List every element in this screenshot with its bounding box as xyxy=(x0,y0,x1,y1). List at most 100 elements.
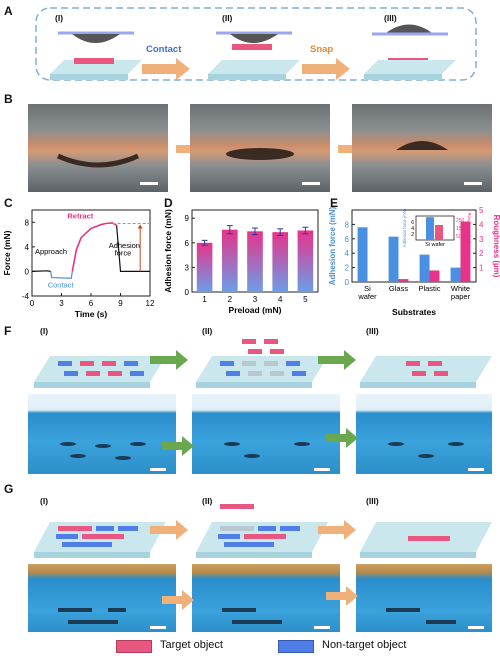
object-f-3-0-2 xyxy=(428,361,442,366)
step-label-g3: (III) xyxy=(366,496,379,506)
bar-d-1 xyxy=(196,242,213,292)
object-g-2-3 xyxy=(218,534,240,539)
y-tick-label-c-1: 0 xyxy=(25,267,30,276)
x-tick-label-c-2: 6 xyxy=(89,299,94,308)
inset-y-tick-right-1: 150 xyxy=(456,226,465,232)
y-tick-label-left-e-3: 6 xyxy=(345,235,350,244)
adhesion-arrow-head xyxy=(137,224,143,229)
inset-y-tick-right-2: 250 xyxy=(456,218,465,224)
y-axis-label-d: Adhesion force (mN) xyxy=(163,209,173,293)
y-tick-label-left-e-2: 4 xyxy=(345,249,350,258)
annotation-adhesion-2: force xyxy=(115,248,132,257)
substrate-plate-a1 xyxy=(50,60,142,74)
x-tick-label-e-3-1: paper xyxy=(451,292,471,301)
object-g-2-2 xyxy=(280,526,300,531)
step-label-f2: (II) xyxy=(202,326,213,336)
chart-d-adhesion-preload: 1 2 3 4 5 0 3 6 9 Preload (mN) Adhesion force (mN) xyxy=(163,209,319,315)
object-g-2-4 xyxy=(244,534,286,539)
x-axis-label-d: Preload (mN) xyxy=(229,305,282,315)
photo-g2 xyxy=(192,564,340,632)
object-g-1-4 xyxy=(82,534,124,539)
photo-g1 xyxy=(28,564,176,632)
contact-label: Contact xyxy=(146,44,182,55)
bar-d-5 xyxy=(297,230,314,292)
object-f-2-0-1 xyxy=(242,339,256,344)
bar-e-roughness-2 xyxy=(429,270,440,282)
x-tick-label-c-1: 3 xyxy=(59,299,64,308)
panel-label-e: E xyxy=(330,196,339,210)
bar-e-adhesion-1 xyxy=(388,236,399,282)
object-g-2-1 xyxy=(258,526,276,531)
bar-e-adhesion-0 xyxy=(357,227,368,282)
legend-target-label: Target object xyxy=(160,639,223,651)
photo-b3 xyxy=(352,104,492,192)
shadow-f-1-1-2 xyxy=(270,371,284,376)
panel-label-d: D xyxy=(164,196,173,210)
inset-y-tick-left-2: 6 xyxy=(411,220,414,226)
object-f-2-0-3 xyxy=(286,361,300,366)
object-f-2-1-1 xyxy=(248,349,262,354)
plate-f-3-side xyxy=(360,382,476,388)
object-f-2-1-2 xyxy=(270,349,284,354)
object-g-3-4 xyxy=(408,536,450,541)
x-tick-label-c-4: 12 xyxy=(146,299,155,308)
plate-g-1-side xyxy=(34,552,150,558)
x-tick-label-e-3-0: White xyxy=(451,284,470,293)
object-g-1-0 xyxy=(58,526,92,531)
y-tick-label-d-2: 6 xyxy=(185,239,190,248)
object-f-1-0-1 xyxy=(80,361,94,366)
object-f-1-1-0 xyxy=(64,371,78,376)
annotation-adhesion: Adhesion xyxy=(109,241,140,250)
step-label-a3: (III) xyxy=(384,13,397,23)
legend-target-swatch xyxy=(116,640,152,653)
y-tick-label-c-3: 8 xyxy=(25,218,30,227)
shadow-f-1-0-1 xyxy=(242,361,256,366)
panel-f-schematic xyxy=(34,339,492,388)
step-label-g2: (II) xyxy=(202,496,213,506)
photo-f1 xyxy=(28,394,176,474)
x-tick-label-d-4: 4 xyxy=(278,295,283,304)
inset-y-label-left: Adhesion force (mN) xyxy=(402,208,407,247)
object-g-1-1 xyxy=(96,526,114,531)
arrows-f xyxy=(150,350,358,456)
y-tick-label-right-e-1: 2 xyxy=(479,249,484,258)
x-tick-label-e-0-1: wafer xyxy=(357,292,377,301)
annotation-retract: Retract xyxy=(67,212,93,221)
inset-x-label: Si wafer xyxy=(425,242,445,248)
object-f-3-1-1 xyxy=(412,371,426,376)
x-tick-label-d-5: 5 xyxy=(303,295,308,304)
curve-retract xyxy=(71,222,118,272)
object-f-1-1-2 xyxy=(108,371,122,376)
step-label-a2: (II) xyxy=(222,13,233,23)
plot-frame-e xyxy=(351,209,477,283)
object-f-3-0-1 xyxy=(406,361,420,366)
photo-f2 xyxy=(192,394,340,474)
x-tick-label-d-2: 2 xyxy=(228,295,233,304)
x-tick-label-e-2-0: Plastic xyxy=(418,284,440,293)
bar-e-roughness-1 xyxy=(398,279,409,282)
x-tick-label-d-3: 3 xyxy=(253,295,258,304)
object-f-1-1-3 xyxy=(130,371,144,376)
plate-f-2-side xyxy=(196,382,312,388)
step-label-f3: (III) xyxy=(366,326,379,336)
bar-d-4 xyxy=(272,232,289,292)
object-f-1-1-1 xyxy=(86,371,100,376)
y-tick-label-left-e-4: 8 xyxy=(345,220,350,229)
panel-g-schematic xyxy=(34,504,492,558)
bar-d-3 xyxy=(247,231,263,292)
y-tick-label-d-0: 0 xyxy=(185,288,190,297)
object-f-2-0-0 xyxy=(220,361,234,366)
x-axis-label-e: Substrates xyxy=(392,307,436,317)
plate-g-3-side xyxy=(360,552,476,558)
plate-f-3-top xyxy=(360,356,492,382)
object-f-2-1-0 xyxy=(226,371,240,376)
inset-bar-roughness xyxy=(435,225,443,240)
step-label-a1: (I) xyxy=(55,13,64,23)
object-f-1-0-2 xyxy=(102,361,116,366)
photo-f3 xyxy=(356,394,492,474)
bar-e-adhesion-3 xyxy=(450,267,461,282)
y-axis-label-left-e: Adhesion force (mN) xyxy=(328,206,337,285)
object-f-2-0-2 xyxy=(264,339,278,344)
